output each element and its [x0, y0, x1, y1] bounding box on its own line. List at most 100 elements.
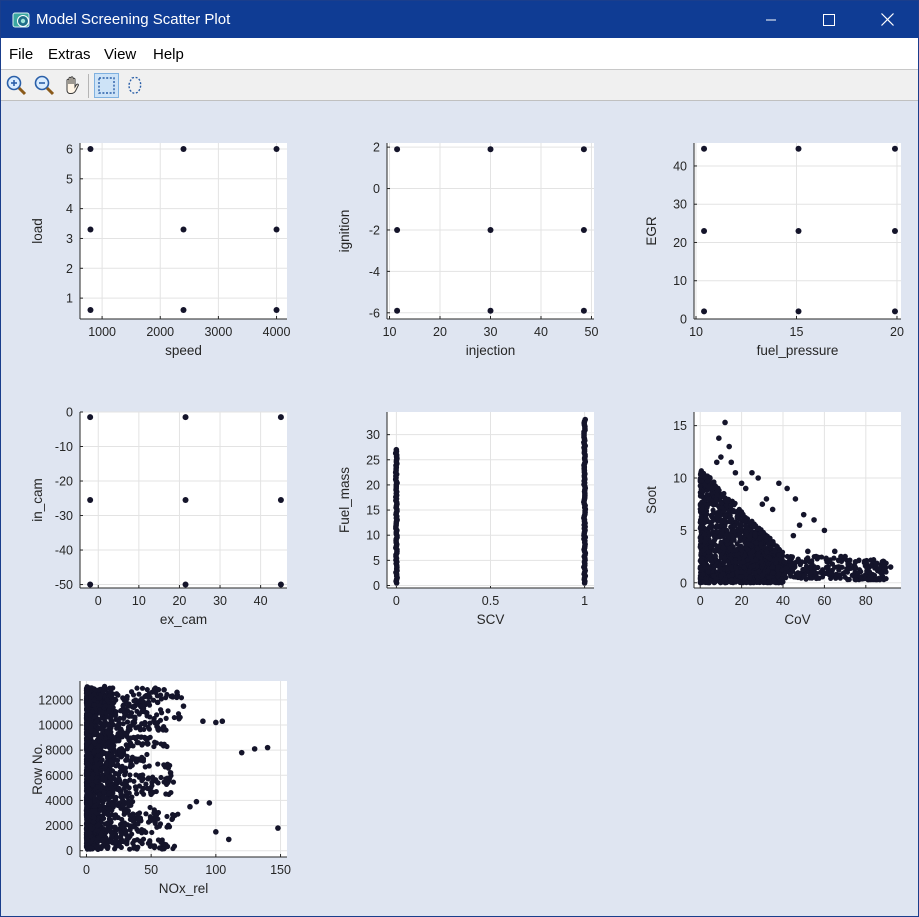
data-point: [180, 226, 187, 233]
scatter-plot-7[interactable]: 0 50 100 150 0 2000 4000 6000 8000 10000 12000 NOx_…: [20, 673, 295, 913]
y-axis-label: load: [30, 218, 45, 244]
data-point: [134, 685, 140, 691]
data-point: [106, 790, 112, 796]
data-point: [95, 748, 101, 754]
data-point: [761, 578, 767, 584]
data-point: [106, 730, 112, 736]
data-point: [815, 564, 821, 571]
scatter-plot-6[interactable]: 0 20 40 60 80 0 5 10 15 CoV Soot: [634, 404, 909, 644]
data-point: [842, 574, 848, 580]
data-point: [135, 815, 142, 821]
x-axis-label: NOx_rel: [159, 881, 209, 896]
rectangle-select-button[interactable]: [94, 73, 119, 98]
data-point: [116, 785, 122, 792]
data-point: [728, 524, 734, 530]
data-point: [728, 555, 734, 561]
data-point: [131, 778, 137, 784]
data-point: [163, 715, 169, 721]
data-point: [876, 566, 882, 572]
data-point: [180, 307, 187, 314]
data-point: [140, 699, 147, 705]
menu-extras[interactable]: Extras: [48, 46, 91, 63]
data-point: [182, 497, 189, 503]
minimize-button[interactable]: [748, 1, 794, 38]
figure-area[interactable]: 1000 2000 3000 4000 1 2 3 4 5 6 speed load 10 20 30 40 5…: [1, 101, 918, 916]
y-tick-label: 30: [366, 428, 380, 442]
menu-help[interactable]: Help: [153, 46, 184, 63]
data-point: [755, 552, 761, 559]
data-point: [83, 690, 90, 696]
data-point: [121, 710, 128, 716]
pan-button[interactable]: [60, 73, 85, 98]
y-axis-label: Fuel_mass: [337, 467, 352, 533]
data-point: [133, 734, 139, 741]
data-point: [168, 789, 174, 796]
data-point: [712, 553, 718, 559]
data-point: [170, 779, 177, 785]
y-tick-label: 3: [66, 232, 73, 246]
zoom-in-button[interactable]: [4, 73, 29, 98]
data-point: [122, 808, 129, 814]
data-point: [88, 744, 94, 750]
data-point: [790, 532, 797, 539]
menu-view[interactable]: View: [104, 46, 137, 63]
title-bar[interactable]: Model Screening Scatter Plot: [1, 1, 918, 38]
data-point: [273, 307, 280, 314]
zoom-out-button[interactable]: [32, 73, 57, 98]
data-point: [140, 772, 146, 778]
data-point: [737, 574, 744, 580]
data-point: [121, 785, 127, 791]
data-point: [874, 577, 880, 583]
scatter-plot-4[interactable]: 0 10 20 30 40 -50 -40 -30 -20 -10 0 ex_cam in_cam: [20, 404, 295, 644]
data-point: [251, 746, 258, 752]
y-tick-label: 20: [673, 236, 687, 250]
data-point: [125, 800, 132, 807]
data-point: [701, 228, 708, 234]
y-tick-label: 0: [373, 182, 380, 196]
data-point: [891, 308, 898, 315]
data-point: [730, 536, 736, 542]
data-point: [752, 570, 758, 576]
data-point: [88, 725, 94, 731]
y-axis-label: EGR: [644, 216, 659, 246]
data-point: [714, 523, 720, 529]
data-point: [101, 789, 107, 795]
data-point: [149, 779, 155, 785]
rectangle-select-icon: [98, 77, 115, 94]
data-point: [87, 497, 94, 503]
data-point: [87, 698, 93, 704]
data-point: [152, 685, 159, 691]
data-point: [770, 570, 776, 576]
data-point: [705, 496, 712, 502]
data-point: [792, 496, 799, 502]
data-point: [84, 804, 90, 810]
y-tick-label: -30: [55, 509, 73, 523]
data-point: [857, 567, 863, 573]
data-point: [767, 555, 773, 562]
menu-file[interactable]: File: [9, 46, 34, 63]
data-point: [109, 833, 115, 839]
data-point: [109, 701, 115, 707]
data-point: [714, 529, 720, 535]
data-point: [106, 805, 112, 812]
y-tick-label: 4: [66, 202, 73, 216]
scatter-plot-1[interactable]: 1000 2000 3000 4000 1 2 3 4 5 6 speed load: [20, 135, 295, 375]
data-point: [130, 840, 136, 846]
data-point: [277, 581, 284, 588]
x-tick-label: 2000: [146, 325, 174, 339]
lasso-select-button[interactable]: [123, 73, 148, 98]
maximize-button[interactable]: [806, 1, 852, 38]
data-point: [787, 571, 793, 577]
y-tick-label: 10000: [38, 719, 73, 733]
data-point: [170, 812, 176, 819]
close-button[interactable]: [864, 1, 910, 38]
data-point: [91, 702, 97, 708]
scatter-plot-2[interactable]: 10 20 30 40 50 -6 -4 -2 0 2 injection ignition: [327, 135, 602, 375]
data-point: [733, 565, 739, 571]
y-tick-label: 0: [66, 844, 73, 858]
data-point: [783, 565, 789, 571]
y-tick-label: 2: [66, 262, 73, 276]
